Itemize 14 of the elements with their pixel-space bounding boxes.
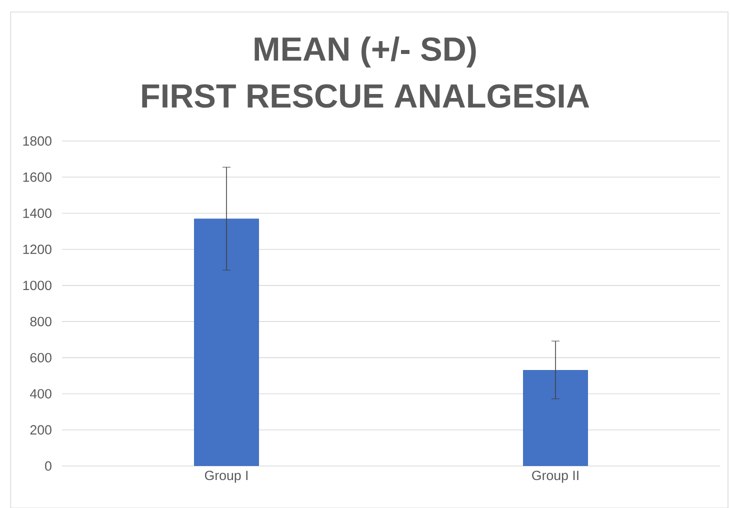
y-tick-label: 1600 xyxy=(23,172,52,182)
y-tick-label: 600 xyxy=(30,352,52,362)
y-tick-label: 1400 xyxy=(23,208,52,218)
y-tick-label: 1800 xyxy=(23,136,52,146)
y-tick-label: 800 xyxy=(30,316,52,326)
y-tick-label: 0 xyxy=(45,461,52,471)
y-tick-label: 200 xyxy=(30,424,52,434)
x-tick-label: Group I xyxy=(204,470,248,483)
chart-subtitle: FIRST RESCUE ANALGESIA xyxy=(142,84,590,108)
y-tick-label: 1200 xyxy=(23,244,52,254)
x-tick-label: Group II xyxy=(532,470,578,483)
y-tick-label: 1000 xyxy=(23,280,52,290)
chart-title: MEAN (+/- SD) xyxy=(254,36,476,68)
y-tick-label: 400 xyxy=(30,388,52,398)
